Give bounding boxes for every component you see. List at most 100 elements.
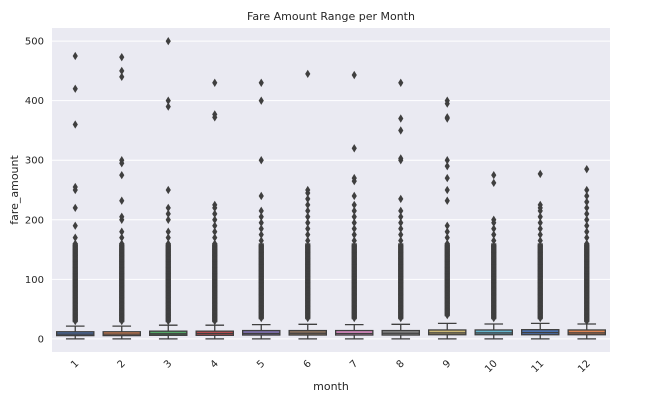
outlier-point: [537, 212, 543, 221]
outlier-point: [305, 188, 311, 198]
outlier-band: [305, 243, 311, 247]
x-tick-label: 9: [441, 358, 453, 370]
outlier-point: [351, 200, 357, 210]
outlier-point: [444, 185, 450, 195]
outlier-point: [351, 206, 357, 216]
outlier-band: [537, 243, 543, 247]
outlier-point: [165, 96, 171, 105]
outlier-point: [491, 236, 497, 245]
outlier-point: [119, 66, 125, 76]
box-month-12: [567, 164, 607, 340]
outlier-point: [491, 224, 497, 233]
x-tick-label: 2: [116, 358, 128, 370]
outlier-point: [305, 206, 311, 216]
x-tick-label: 5: [255, 358, 267, 370]
outlier-point: [119, 233, 125, 242]
outlier-point: [119, 53, 125, 62]
box-iqr: [334, 329, 374, 336]
outlier-point: [72, 84, 78, 93]
x-axis-ticks: 1 2 3 4 5 6 7 8 9 10 11 12: [69, 358, 593, 375]
y-axis-label: fare_amount: [8, 155, 21, 225]
outlier-point: [398, 78, 404, 87]
outlier-point: [584, 191, 590, 201]
outlier-point: [165, 102, 171, 111]
outlier-band: [351, 243, 357, 247]
box-series: [56, 36, 607, 340]
outlier-point: [398, 114, 404, 123]
x-tick-label: 10: [483, 358, 500, 375]
outlier-point: [444, 99, 450, 108]
outlier-point: [305, 200, 311, 210]
outlier-point: [537, 169, 543, 179]
outlier-point: [119, 196, 125, 205]
outlier-point: [212, 113, 218, 122]
outlier-point: [258, 230, 264, 239]
y-tick-label: 400: [25, 96, 44, 107]
y-tick-label: 200: [25, 215, 44, 226]
outlier-point: [351, 230, 357, 239]
y-tick-label: 100: [25, 275, 44, 286]
x-tick-label: 3: [162, 358, 174, 370]
box-iqr: [241, 329, 281, 336]
outlier-point: [351, 218, 357, 227]
outlier-point: [444, 196, 450, 205]
outlier-point: [584, 215, 590, 224]
outlier-point: [258, 224, 264, 233]
chart-title: Fare Amount Range per Month: [247, 10, 415, 23]
box-month-9: [427, 96, 467, 340]
x-axis-label: month: [313, 380, 349, 393]
outlier-point: [398, 212, 404, 221]
outlier-point: [305, 224, 311, 233]
outlier-point: [351, 212, 357, 221]
outlier-point: [351, 191, 357, 201]
outlier-point: [537, 206, 543, 216]
outlier-point: [212, 209, 218, 218]
outlier-point: [537, 230, 543, 239]
x-tick-label: 7: [348, 358, 360, 370]
outlier-point: [491, 178, 497, 188]
outlier-point: [258, 218, 264, 227]
grid-lines: [52, 40, 610, 340]
outlier-point: [537, 236, 543, 245]
outlier-point: [398, 236, 404, 245]
outlier-point: [212, 233, 218, 242]
outlier-point: [351, 236, 357, 245]
outlier-point: [351, 144, 357, 153]
outlier-point: [584, 203, 590, 213]
box-month-6: [288, 69, 327, 340]
outlier-point: [212, 221, 218, 230]
x-tick-label: 12: [576, 358, 593, 375]
plot-background: [52, 28, 610, 352]
outlier-point: [165, 215, 171, 224]
outlier-point: [444, 156, 450, 165]
y-tick-label: 0: [38, 334, 44, 345]
outlier-point: [258, 236, 264, 245]
outlier-point: [584, 227, 590, 236]
box-month-8: [381, 78, 420, 340]
outlier-band: [584, 243, 590, 247]
outlier-point: [212, 215, 218, 224]
outlier-point: [398, 224, 404, 233]
outlier-point: [72, 221, 78, 230]
outlier-point: [305, 218, 311, 227]
outlier-point: [398, 194, 404, 204]
outlier-point: [305, 212, 311, 221]
outlier-point: [444, 114, 450, 123]
outlier-band: [398, 243, 404, 247]
box-month-2: [102, 53, 142, 340]
outlier-point: [305, 236, 311, 245]
outlier-point: [305, 194, 311, 204]
outlier-point: [537, 218, 543, 227]
box-month-3: [148, 36, 188, 340]
outlier-point: [444, 227, 450, 236]
outlier-point: [444, 162, 450, 171]
outlier-point: [119, 170, 125, 180]
outlier-point: [305, 230, 311, 239]
outlier-point: [212, 203, 218, 213]
outlier-point: [398, 230, 404, 239]
outlier-point: [72, 185, 78, 195]
outlier-band: [72, 243, 78, 247]
x-tick-label: 11: [530, 358, 547, 375]
outlier-point: [258, 206, 264, 216]
